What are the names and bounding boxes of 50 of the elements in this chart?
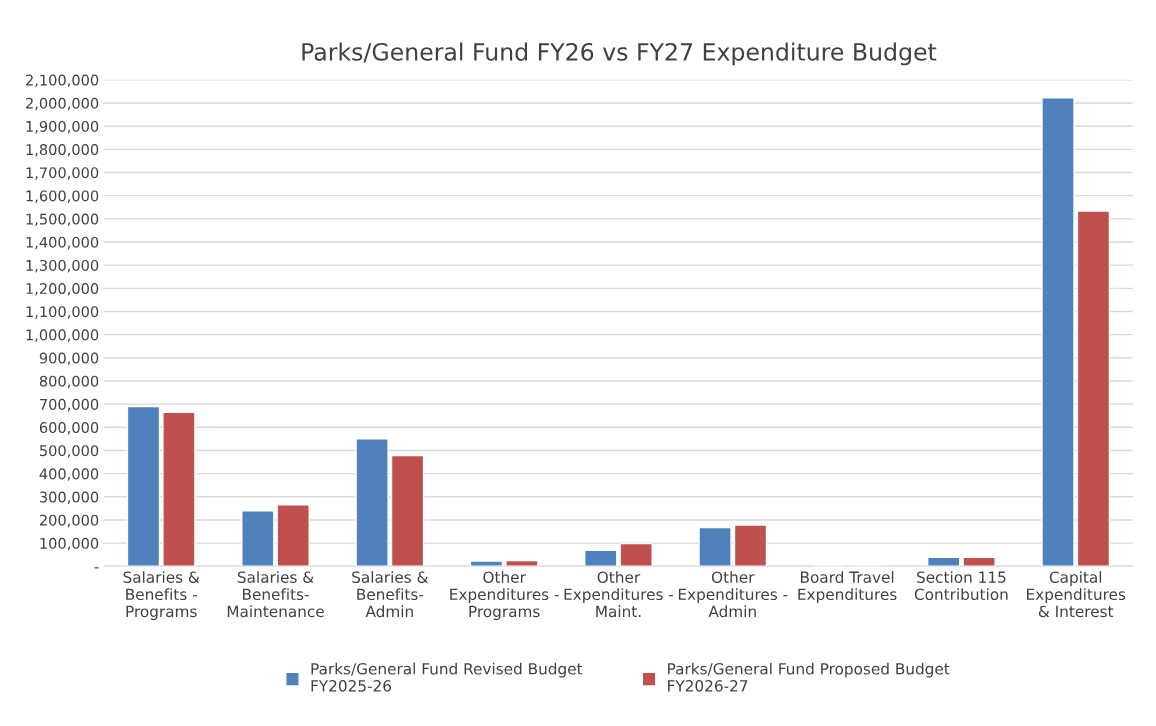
bar bbox=[469, 560, 504, 567]
y-tick-label: 500,000 bbox=[40, 445, 99, 458]
bar bbox=[162, 411, 196, 567]
bar bbox=[619, 542, 653, 567]
bar bbox=[505, 559, 539, 567]
y-tick-label: 1,400,000 bbox=[26, 236, 99, 250]
y-tick-label: 1,800,000 bbox=[26, 144, 99, 157]
bar bbox=[276, 504, 310, 567]
bar bbox=[355, 438, 389, 567]
y-tick-label: 1,200,000 bbox=[26, 283, 99, 296]
y-tick-label: 400,000 bbox=[39, 468, 99, 481]
legend-label: Parks/General Fund Revised Budget FY2025-26 bbox=[311, 662, 583, 692]
y-tick-label: 800,000 bbox=[39, 375, 99, 389]
x-tick-label: Other Expenditures - Maint. bbox=[564, 571, 674, 618]
y-tick-label: 2,100,000 bbox=[26, 74, 99, 88]
legend-label: Parks/General Fund Proposed Budget FY2026-27 bbox=[668, 662, 950, 692]
bar bbox=[241, 509, 275, 567]
y-tick-label: - bbox=[94, 567, 99, 569]
x-tick-label: Board Travel Expenditures bbox=[798, 571, 897, 604]
bar bbox=[584, 549, 618, 567]
bar bbox=[390, 454, 425, 567]
chart-title: Parks/General Fund FY26 vs FY27 Expenditure Budget bbox=[302, 42, 937, 66]
y-tick-label: 200,000 bbox=[39, 514, 99, 528]
x-tick-label: Salaries & Benefits - Programs bbox=[123, 571, 200, 621]
y-tick-label: 100,000 bbox=[40, 537, 99, 551]
x-tick-label: Section 115 Contribution bbox=[914, 571, 1008, 601]
bar bbox=[1041, 97, 1075, 567]
bar bbox=[126, 405, 161, 567]
x-tick-label: Salaries & Benefits- Admin bbox=[352, 571, 429, 618]
y-tick-label: 300,000 bbox=[39, 491, 99, 505]
y-tick-label: 1,300,000 bbox=[26, 259, 99, 273]
bar bbox=[962, 556, 996, 567]
x-tick-label: Other Expenditures - Admin bbox=[678, 571, 788, 618]
y-tick-label: 600,000 bbox=[39, 422, 99, 435]
bar bbox=[698, 526, 732, 567]
y-tick-label: 1,500,000 bbox=[26, 213, 99, 227]
y-tick-label: 1,100,000 bbox=[26, 306, 99, 319]
y-tick-label: 1,000,000 bbox=[26, 329, 99, 342]
bar bbox=[926, 556, 961, 567]
x-tick-label: Salaries & Benefits- Maintenance bbox=[227, 571, 324, 618]
y-tick-label: 900,000 bbox=[39, 352, 99, 366]
x-tick-label: Capital Expenditures & Interest bbox=[1027, 571, 1126, 618]
bar bbox=[733, 524, 768, 567]
y-tick-label: 1,900,000 bbox=[26, 120, 99, 134]
y-tick-label: 700,000 bbox=[40, 398, 99, 412]
y-tick-label: 1,700,000 bbox=[26, 167, 99, 180]
y-tick-label: 1,600,000 bbox=[26, 190, 99, 203]
x-tick-label: Other Expenditures - Programs bbox=[450, 571, 559, 621]
y-tick-label: 2,000,000 bbox=[26, 97, 99, 111]
bar bbox=[1076, 210, 1111, 567]
